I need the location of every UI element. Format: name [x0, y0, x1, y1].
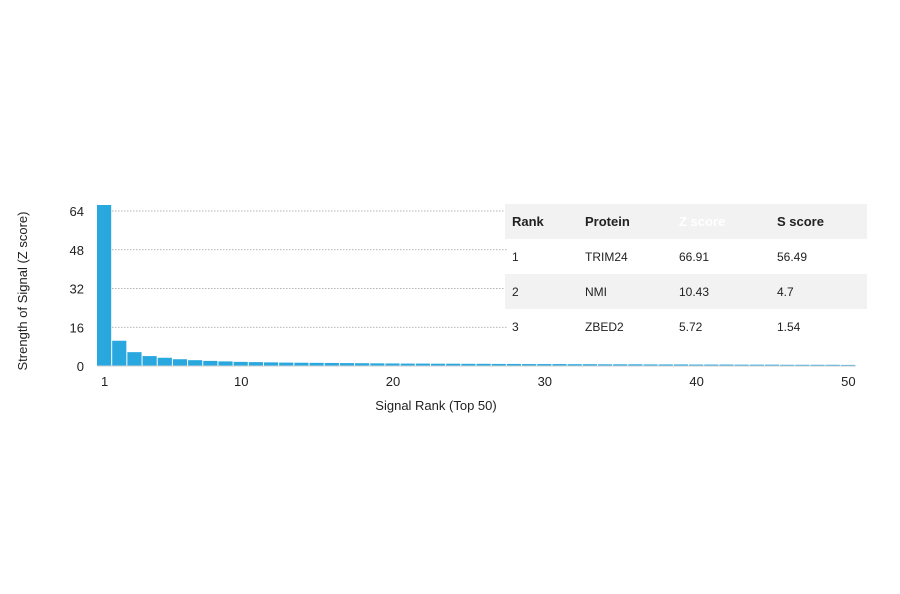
bar — [157, 357, 172, 366]
bar — [127, 352, 142, 366]
cell-z-score: 10.43 — [672, 274, 770, 309]
cell-s-score: 1.54 — [777, 319, 801, 334]
table-row: 1 TRIM24 66.91 56.49 — [505, 239, 867, 274]
bar — [506, 363, 522, 366]
x-tick-labels: 1 10 20 30 40 50 — [101, 374, 856, 389]
x-axis-title: Signal Rank (Top 50) — [375, 398, 496, 413]
header-rank: Rank — [505, 204, 578, 239]
cell-protein: NMI — [578, 274, 672, 309]
y-tick-label: 16 — [70, 320, 84, 335]
bar — [446, 363, 461, 366]
bar — [597, 364, 613, 366]
cell-rank: 3 — [512, 319, 519, 334]
bar — [552, 364, 567, 366]
bar — [825, 364, 840, 366]
table-row: 2 NMI 10.43 4.7 — [505, 274, 867, 309]
y-tick-labels: 0 16 32 48 64 — [70, 204, 84, 374]
bar — [582, 364, 597, 366]
bar — [324, 362, 339, 366]
x-tick-label: 1 — [101, 374, 108, 389]
x-tick-label: 20 — [386, 374, 400, 389]
y-tick-label: 48 — [70, 243, 84, 258]
bar — [658, 364, 673, 366]
bar — [415, 363, 430, 366]
bars — [97, 205, 855, 367]
bar — [112, 340, 127, 366]
bar — [385, 363, 400, 366]
bar — [537, 364, 552, 366]
cell-protein: ZBED2 — [585, 319, 624, 334]
bar — [491, 363, 506, 366]
bar — [704, 364, 719, 366]
bar — [188, 360, 203, 366]
bar — [400, 363, 415, 366]
table-header-row: Rank Protein Z score S score — [505, 204, 867, 239]
y-tick-label: 32 — [70, 282, 84, 297]
bar — [294, 362, 309, 366]
bar — [263, 362, 279, 366]
bar — [719, 364, 734, 366]
bar — [613, 364, 628, 366]
bar — [339, 363, 355, 366]
bar — [522, 364, 537, 366]
bar — [764, 364, 780, 366]
bar — [430, 363, 446, 366]
bar — [628, 364, 643, 366]
header-z-score: Z score — [672, 204, 770, 239]
header-protein: Protein — [578, 204, 672, 239]
gridlines — [97, 210, 508, 328]
cell-s-score: 4.7 — [770, 274, 867, 309]
bar — [476, 363, 491, 366]
x-tick-label: 50 — [841, 374, 855, 389]
x-tick-label: 10 — [234, 374, 248, 389]
bar — [355, 363, 370, 366]
header-s-score: S score — [770, 204, 867, 239]
bar — [795, 364, 810, 366]
bar — [142, 356, 157, 366]
cell-z-score: 5.72 — [679, 319, 703, 334]
y-tick-label: 64 — [70, 204, 84, 219]
bar — [279, 362, 294, 366]
bar — [461, 363, 476, 366]
bar — [780, 364, 795, 366]
bar — [97, 205, 112, 366]
bar — [309, 362, 324, 366]
cell-rank: 1 — [512, 249, 519, 264]
bar — [689, 364, 704, 366]
bar — [810, 364, 825, 366]
bar — [233, 361, 248, 366]
x-tick-label: 40 — [689, 374, 703, 389]
cell-rank: 2 — [505, 274, 578, 309]
table-row: 3 ZBED2 5.72 1.54 — [505, 309, 867, 344]
cell-z-score: 66.91 — [679, 249, 710, 264]
cell-s-score: 56.49 — [777, 249, 808, 264]
y-axis-title: Strength of Signal (Z score) — [15, 212, 30, 371]
bar — [203, 360, 218, 366]
bar — [218, 361, 233, 366]
bar — [749, 364, 764, 366]
bar — [673, 364, 689, 366]
score-table: Rank Protein Z score S score 1 TRIM24 66… — [505, 204, 867, 344]
x-tick-label: 30 — [538, 374, 552, 389]
bar — [734, 364, 749, 366]
bar — [172, 359, 188, 366]
bar — [248, 362, 263, 367]
bar — [840, 364, 855, 366]
y-tick-label: 0 — [77, 359, 84, 374]
bar — [567, 364, 582, 366]
bar — [643, 364, 658, 366]
bar — [370, 363, 385, 366]
cell-protein: TRIM24 — [585, 249, 628, 264]
